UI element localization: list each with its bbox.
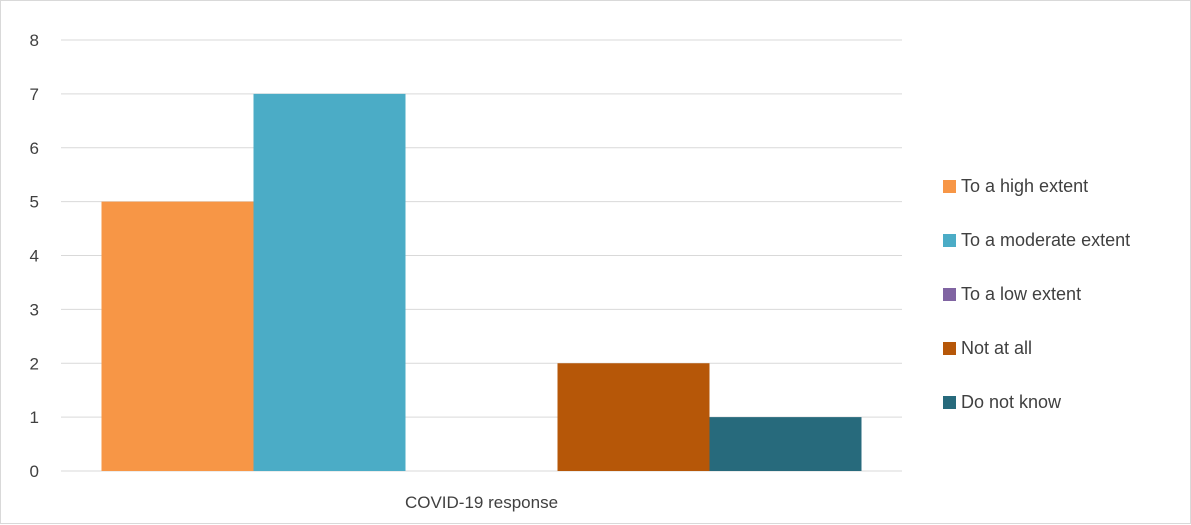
y-tick-label: 4	[30, 247, 39, 266]
y-tick-label: 6	[30, 139, 39, 158]
legend-item: Not at all	[943, 333, 1130, 363]
legend: To a high extent To a moderate extent To a…	[943, 171, 1130, 441]
y-tick-label: 1	[30, 408, 39, 427]
x-category-label: COVID-19 response	[405, 493, 558, 512]
legend-item: Do not know	[943, 387, 1130, 417]
legend-swatch	[943, 395, 956, 409]
legend-swatch	[943, 233, 956, 247]
y-tick-label: 3	[30, 300, 39, 319]
bar-not-at-all	[557, 363, 710, 471]
legend-label: To a low extent	[961, 283, 1082, 304]
legend-item: To a moderate extent	[943, 225, 1130, 255]
bar-do-not-know	[709, 417, 862, 471]
legend-label: To a high extent	[961, 175, 1089, 196]
bar-to-a-moderate-extent	[253, 93, 406, 471]
legend-swatch	[943, 179, 956, 193]
y-tick-label: 0	[30, 462, 39, 481]
legend-item: To a high extent	[943, 171, 1130, 201]
legend-swatch	[943, 341, 956, 355]
legend-label: Do not know	[961, 391, 1062, 412]
legend-label: To a moderate extent	[961, 229, 1131, 250]
legend-item: To a low extent	[943, 279, 1130, 309]
y-tick-label: 8	[30, 31, 39, 50]
bar-to-a-high-extent	[101, 201, 254, 471]
legend-swatch	[943, 287, 956, 301]
y-tick-label: 7	[30, 85, 39, 104]
y-tick-label: 2	[30, 354, 39, 373]
y-tick-label: 5	[30, 193, 39, 212]
legend-label: Not at all	[961, 337, 1033, 358]
